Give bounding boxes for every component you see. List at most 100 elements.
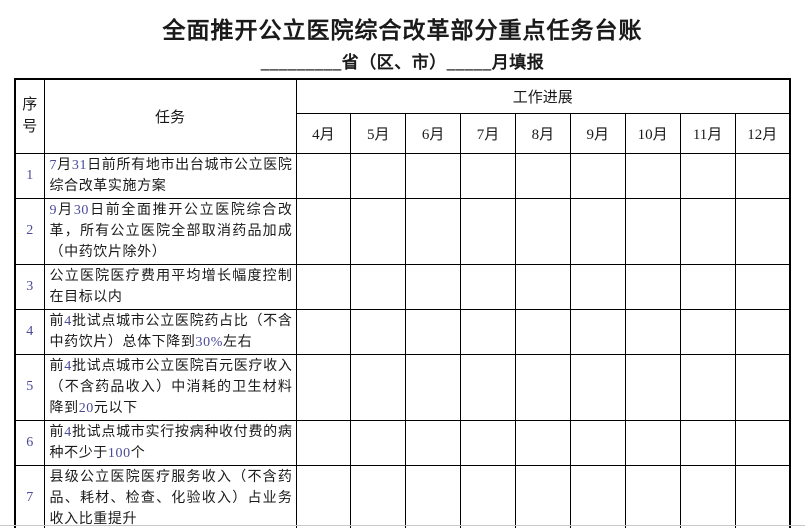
seq-cell: 2 (14, 197, 45, 265)
progress-cell-row4-month10 (624, 308, 681, 355)
task-cell: 前4批试点城市公立医院百元医疗收入（不含药品收入）中消耗的卫生材料降到20元以下 (43, 353, 297, 421)
seq-cell: 4 (14, 308, 45, 355)
column-header-month-7: 7月 (460, 112, 516, 154)
progress-cell-row5-month9 (569, 353, 626, 421)
seq-header-label: 序号 (22, 97, 38, 136)
progress-cell-row6-month11 (679, 419, 736, 466)
column-header-month-5: 5月 (350, 112, 407, 154)
progress-cell-row6-month8 (515, 419, 571, 466)
task-cell: 前4批试点城市实行按病种收付费的病种不少于100个 (43, 419, 297, 466)
progress-cell-row2-month8 (515, 197, 571, 265)
progress-cell-row4-month12 (734, 308, 791, 355)
progress-cell-row5-month4 (295, 353, 352, 421)
progress-cell-row6-month9 (569, 419, 626, 466)
progress-cell-row3-month4 (295, 263, 352, 310)
progress-cell-row5-month8 (515, 353, 571, 421)
header-row-months: 4月 5月 6月 7月 8月 9月 10月 11月 12月 (15, 112, 791, 154)
progress-cell-row1-month4 (295, 152, 352, 199)
column-header-progress: 工作进展 (295, 78, 791, 114)
task-row-5: 5 前4批试点城市公立医院百元医疗收入（不含药品收入）中消耗的卫生材料降到20元以… (14, 353, 791, 421)
progress-cell-row5-month6 (405, 353, 462, 421)
page-edge-line (0, 525, 805, 526)
progress-cell-row1-month12 (734, 152, 791, 199)
progress-cell-row6-month5 (350, 419, 407, 466)
column-header-task: 任务 (43, 78, 297, 154)
progress-cell-row1-month5 (350, 152, 407, 199)
task-cell: 前4批试点城市公立医院药占比（不含中药饮片）总体下降到30%左右 (43, 308, 297, 355)
seq-cell: 6 (14, 419, 45, 466)
progress-cell-row2-month6 (405, 197, 462, 265)
progress-cell-row7-month7 (460, 464, 516, 528)
progress-cell-row7-month6 (405, 464, 462, 528)
task-row-4: 4 前4批试点城市公立医院药占比（不含中药饮片）总体下降到30%左右 (14, 308, 791, 355)
progress-cell-row2-month5 (350, 197, 407, 265)
progress-cell-row4-month7 (460, 308, 516, 355)
task-cell: 县级公立医院医疗服务收入（不含药品、耗材、检查、化验收入）占业务收入比重提升 (43, 464, 297, 528)
progress-cell-row7-month4 (295, 464, 352, 528)
progress-cell-row1-month7 (460, 152, 516, 199)
progress-cell-row7-month11 (679, 464, 736, 528)
progress-cell-row6-month10 (624, 419, 681, 466)
progress-cell-row6-month4 (295, 419, 352, 466)
task-ledger-table: 序号 任务 工作进展 4月 5月 6月 7月 8月 9月 10月 11月 12月 1 7月31日前… (14, 78, 791, 528)
progress-cell-row1-month9 (569, 152, 626, 199)
progress-cell-row4-month6 (405, 308, 462, 355)
task-row-1: 1 7月31日前所有地市出台城市公立医院综合改革实施方案 (14, 152, 791, 199)
task-row-7: 7 县级公立医院医疗服务收入（不含药品、耗材、检查、化验收入）占业务收入比重提升 (14, 464, 791, 528)
progress-cell-row3-month7 (460, 263, 516, 310)
progress-cell-row1-month8 (515, 152, 571, 199)
column-header-month-11: 11月 (679, 112, 736, 154)
progress-cell-row3-month12 (734, 263, 791, 310)
task-cell: 7月31日前所有地市出台城市公立医院综合改革实施方案 (43, 152, 297, 199)
document-title: 全面推开公立医院综合改革部分重点任务台账 (162, 18, 643, 43)
progress-cell-row1-month11 (679, 152, 736, 199)
progress-cell-row5-month12 (734, 353, 791, 421)
progress-cell-row3-month11 (679, 263, 736, 310)
column-header-month-4: 4月 (295, 112, 352, 154)
seq-cell: 7 (14, 464, 45, 528)
column-header-month-10: 10月 (624, 112, 681, 154)
progress-cell-row4-month5 (350, 308, 407, 355)
column-header-month-9: 9月 (569, 112, 626, 154)
task-row-2: 2 9月30日前全面推开公立医院综合改革，所有公立医院全部取消药品加成（中药饮片除… (14, 197, 791, 265)
progress-cell-row2-month12 (734, 197, 791, 265)
progress-cell-row6-month12 (734, 419, 791, 466)
progress-cell-row5-month11 (679, 353, 736, 421)
task-row-6: 6 前4批试点城市实行按病种收付费的病种不少于100个 (14, 419, 791, 466)
header-row-top: 序号 任务 工作进展 (14, 78, 791, 154)
column-header-month-6: 6月 (405, 112, 462, 154)
progress-cell-row6-month7 (460, 419, 516, 466)
progress-cell-row5-month10 (624, 353, 681, 421)
task-row-3: 3 公立医院医疗费用平均增长幅度控制在目标以内 (14, 263, 791, 310)
progress-cell-row7-month9 (569, 464, 626, 528)
progress-cell-row1-month6 (405, 152, 462, 199)
progress-cell-row6-month6 (405, 419, 462, 466)
progress-cell-row4-month4 (295, 308, 352, 355)
progress-cell-row2-month9 (569, 197, 626, 265)
progress-cell-row4-month8 (515, 308, 571, 355)
progress-cell-row3-month8 (515, 263, 571, 310)
progress-cell-row4-month9 (569, 308, 626, 355)
progress-cell-row7-month12 (734, 464, 791, 528)
progress-cell-row7-month5 (350, 464, 407, 528)
progress-cell-row4-month11 (679, 308, 736, 355)
seq-cell: 1 (14, 152, 45, 199)
progress-cell-row7-month8 (515, 464, 571, 528)
task-cell: 9月30日前全面推开公立医院综合改革，所有公立医院全部取消药品加成（中药饮片除外… (43, 197, 297, 265)
progress-cell-row5-month7 (460, 353, 516, 421)
seq-cell: 3 (14, 263, 45, 310)
progress-cell-row2-month11 (679, 197, 736, 265)
progress-cell-row3-month10 (624, 263, 681, 310)
progress-cell-row2-month10 (624, 197, 681, 265)
progress-cell-row7-month10 (624, 464, 681, 528)
progress-cell-row1-month10 (624, 152, 681, 199)
seq-cell: 5 (14, 353, 45, 421)
progress-cell-row3-month6 (405, 263, 462, 310)
progress-cell-row2-month7 (460, 197, 516, 265)
document-subtitle: _________省（区、市）_____月填报 (260, 53, 545, 72)
progress-cell-row3-month5 (350, 263, 407, 310)
progress-cell-row2-month4 (295, 197, 352, 265)
progress-cell-row5-month5 (350, 353, 407, 421)
column-header-seq: 序号 (14, 78, 45, 154)
